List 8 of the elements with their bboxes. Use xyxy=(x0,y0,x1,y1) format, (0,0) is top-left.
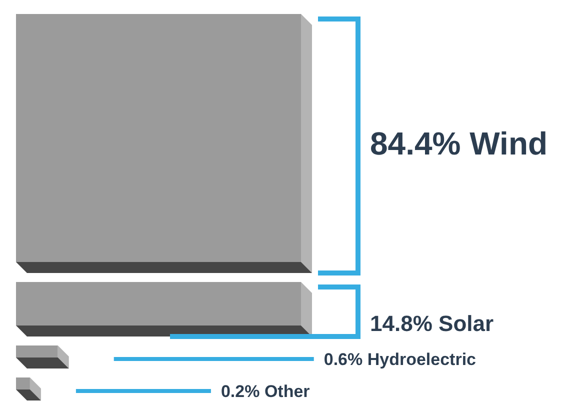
data-label: 0.2% xyxy=(220,382,260,401)
category-label: Wind xyxy=(460,126,548,162)
category-label: Other xyxy=(260,382,310,401)
category-label: Hydroelectric xyxy=(362,350,476,369)
data-label: 14.8% xyxy=(370,310,432,336)
data-label: 84.4% xyxy=(370,126,461,162)
category-label: Solar xyxy=(432,310,494,336)
data-label: 0.6% xyxy=(324,350,363,369)
